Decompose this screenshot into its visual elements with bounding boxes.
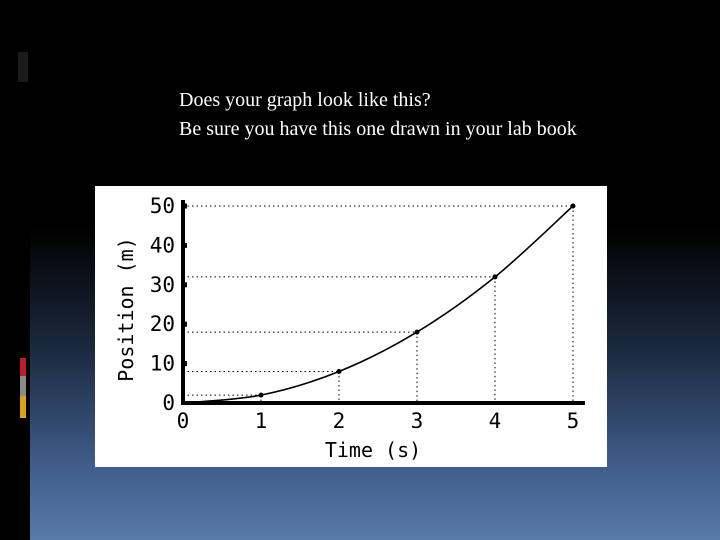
data-point [336,368,342,374]
y-tick-mark [182,242,187,248]
y-tick-mark [182,321,187,327]
data-point [492,274,498,280]
guide-lines [183,205,574,403]
series-line [182,205,574,404]
y-tick-label: 0 [162,391,175,415]
x-tick-label: 4 [489,409,502,433]
position-time-chart: 0 10 20 30 40 50 0 1 2 3 4 5 Time (s) Position (m) [114,194,585,462]
data-point [570,203,576,209]
accent-bar-gold [20,396,26,418]
x-tick-label: 1 [255,409,268,433]
data-point [258,392,264,398]
y-tick-label: 10 [150,352,175,376]
y-axis-ticks [182,203,187,367]
y-axis-title: Position (m) [114,237,138,382]
axis-labels: 0 10 20 30 40 50 0 1 2 3 4 5 [150,194,580,433]
data-point [414,329,420,335]
data-points [258,203,576,398]
y-tick-label: 20 [150,312,175,336]
x-tick-label: 5 [567,409,580,433]
left-strip [0,0,30,540]
x-axis-title: Time (s) [325,438,421,462]
accent-bar-gray [20,376,26,396]
slide-body-text: Does your graph look like this? Be sure … [179,86,577,144]
x-tick-label: 3 [411,409,424,433]
instruction-line: Be sure you have this one drawn in your … [179,118,577,140]
x-tick-label: 2 [333,409,346,433]
x-tick-label: 0 [177,409,190,433]
accent-bar-red [20,358,26,376]
y-tick-label: 30 [150,273,175,297]
y-tick-mark [182,203,187,209]
question-line: Does your graph look like this? [179,89,431,111]
y-tick-mark [182,361,187,367]
y-tick-label: 40 [150,233,175,257]
y-tick-label: 50 [150,194,175,218]
y-tick-mark [182,282,187,288]
chart-panel: 0 10 20 30 40 50 0 1 2 3 4 5 Time (s) Position (m) [95,186,607,467]
accent-block-top [18,52,28,82]
